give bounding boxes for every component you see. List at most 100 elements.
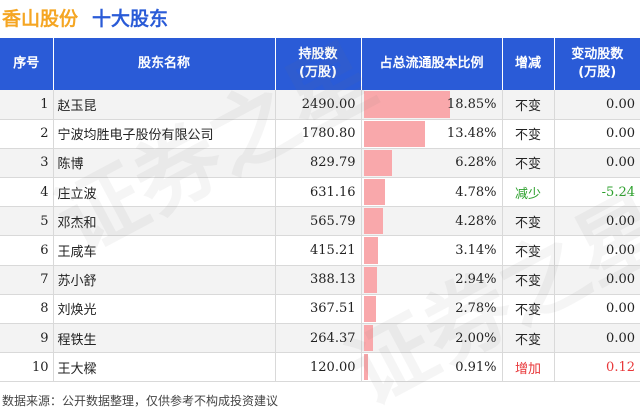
cell-shareholder-name: 苏小舒 — [53, 265, 276, 295]
cell-ratio: 2.00% — [361, 323, 503, 354]
ratio-label: 2.94% — [455, 272, 497, 288]
table-row: 3 陈博 829.79 6.28% 不变 0.00 — [0, 148, 640, 179]
table-row: 2 宁波均胜电子股份有限公司 1780.80 13.48% 不变 0.00 — [0, 119, 640, 149]
cell-shareholder-name: 邓杰和 — [53, 206, 276, 237]
col-header-name: 股东名称 — [53, 38, 276, 90]
cell-delta: 0.00 — [554, 119, 640, 149]
cell-shares: 120.00 — [275, 352, 362, 383]
cell-ratio: 18.85% — [361, 90, 503, 120]
cell-rank: 3 — [0, 148, 54, 179]
cell-ratio: 2.94% — [361, 265, 503, 295]
table-subtitle: 十大股东 — [92, 7, 169, 30]
cell-change: 增加 — [502, 352, 555, 383]
table-row: 1 赵玉昆 2490.00 18.85% 不变 0.00 — [0, 90, 640, 120]
cell-change: 不变 — [502, 294, 555, 325]
cell-ratio: 3.14% — [361, 235, 503, 266]
cell-delta: 0.00 — [554, 206, 640, 237]
cell-change: 不变 — [502, 119, 555, 149]
cell-rank: 8 — [0, 294, 54, 325]
ratio-bar — [363, 208, 384, 235]
cell-rank: 10 — [0, 352, 54, 383]
col-header-rank: 序号 — [0, 38, 54, 90]
cell-rank: 1 — [0, 90, 54, 120]
ratio-bar — [363, 354, 368, 381]
ratio-label: 0.91% — [455, 359, 497, 375]
col-header-shares: 持股数 (万股) — [275, 38, 362, 90]
cell-delta: -5.24 — [554, 177, 640, 208]
ratio-bar — [363, 266, 377, 293]
cell-ratio: 4.28% — [361, 206, 503, 237]
cell-rank: 2 — [0, 119, 54, 149]
cell-shares: 264.37 — [275, 323, 362, 354]
page-title: 香山股份 十大股东 — [2, 2, 168, 32]
ratio-label: 2.00% — [455, 330, 497, 346]
cell-delta: 0.00 — [554, 90, 640, 120]
cell-delta: 0.00 — [554, 148, 640, 179]
ratio-bar — [363, 179, 386, 206]
cell-shareholder-name: 刘焕光 — [53, 294, 276, 325]
cell-rank: 4 — [0, 177, 54, 208]
ratio-label: 4.28% — [455, 213, 497, 229]
cell-rank: 5 — [0, 206, 54, 237]
cell-shares: 1780.80 — [275, 119, 362, 149]
cell-shares: 367.51 — [275, 294, 362, 325]
ratio-bar — [363, 325, 373, 352]
cell-ratio: 13.48% — [361, 119, 503, 149]
cell-shareholder-name: 赵玉昆 — [53, 90, 276, 120]
table-row: 6 王咸车 415.21 3.14% 不变 0.00 — [0, 235, 640, 266]
cell-change: 不变 — [502, 265, 555, 295]
table-row: 7 苏小舒 388.13 2.94% 不变 0.00 — [0, 265, 640, 295]
ratio-bar — [363, 295, 377, 322]
cell-shares: 565.79 — [275, 206, 362, 237]
cell-change: 不变 — [502, 206, 555, 237]
cell-shareholder-name: 程铁生 — [53, 323, 276, 354]
col-header-delta: 变动股数 (万股) — [554, 38, 640, 90]
table-row: 4 庄立波 631.16 4.78% 减少 -5.24 — [0, 177, 640, 208]
cell-change: 不变 — [502, 90, 555, 120]
table-row: 5 邓杰和 565.79 4.28% 不变 0.00 — [0, 206, 640, 237]
ratio-label: 4.78% — [455, 184, 497, 200]
cell-shareholder-name: 陈博 — [53, 148, 276, 179]
ratio-label: 2.78% — [455, 301, 497, 317]
ratio-bar — [363, 237, 378, 264]
ratio-bar — [363, 91, 450, 118]
table-header-row: 序号 股东名称 持股数 (万股) 占总流通股本比例 增减 变动股数 (万股) — [0, 38, 640, 90]
ratio-label: 3.14% — [455, 243, 497, 259]
cell-shareholder-name: 宁波均胜电子股份有限公司 — [53, 119, 276, 149]
cell-delta: 0.00 — [554, 323, 640, 354]
data-source-note: 数据来源：公开数据整理，仅供参考不构成投资建议 — [2, 394, 279, 408]
cell-rank: 9 — [0, 323, 54, 354]
cell-ratio: 6.28% — [361, 148, 503, 179]
shareholders-table: 序号 股东名称 持股数 (万股) 占总流通股本比例 增减 变动股数 (万股) 1… — [0, 38, 640, 383]
cell-ratio: 2.78% — [361, 294, 503, 325]
cell-shares: 415.21 — [275, 235, 362, 266]
cell-shareholder-name: 庄立波 — [53, 177, 276, 208]
cell-shares: 631.16 — [275, 177, 362, 208]
ratio-label: 13.48% — [446, 126, 497, 142]
company-name: 香山股份 — [2, 7, 79, 30]
cell-rank: 7 — [0, 265, 54, 295]
table-row: 9 程铁生 264.37 2.00% 不变 0.00 — [0, 323, 640, 354]
cell-shares: 829.79 — [275, 148, 362, 179]
cell-change: 不变 — [502, 323, 555, 354]
cell-shares: 388.13 — [275, 265, 362, 295]
cell-change: 减少 — [502, 177, 555, 208]
cell-delta: 0.00 — [554, 265, 640, 295]
cell-change: 不变 — [502, 235, 555, 266]
cell-rank: 6 — [0, 235, 54, 266]
col-header-change: 增减 — [502, 38, 555, 90]
col-header-ratio: 占总流通股本比例 — [361, 38, 503, 90]
cell-shareholder-name: 王大樑 — [53, 352, 276, 383]
cell-delta: 0.00 — [554, 235, 640, 266]
cell-change: 不变 — [502, 148, 555, 179]
ratio-label: 6.28% — [455, 155, 497, 171]
cell-shares: 2490.00 — [275, 90, 362, 120]
cell-ratio: 0.91% — [361, 352, 503, 383]
table-row: 8 刘焕光 367.51 2.78% 不变 0.00 — [0, 294, 640, 325]
cell-shareholder-name: 王咸车 — [53, 235, 276, 266]
ratio-bar — [363, 149, 393, 177]
cell-delta: 0.00 — [554, 294, 640, 325]
cell-ratio: 4.78% — [361, 177, 503, 208]
cell-delta: 0.12 — [554, 352, 640, 383]
ratio-bar — [363, 120, 425, 147]
